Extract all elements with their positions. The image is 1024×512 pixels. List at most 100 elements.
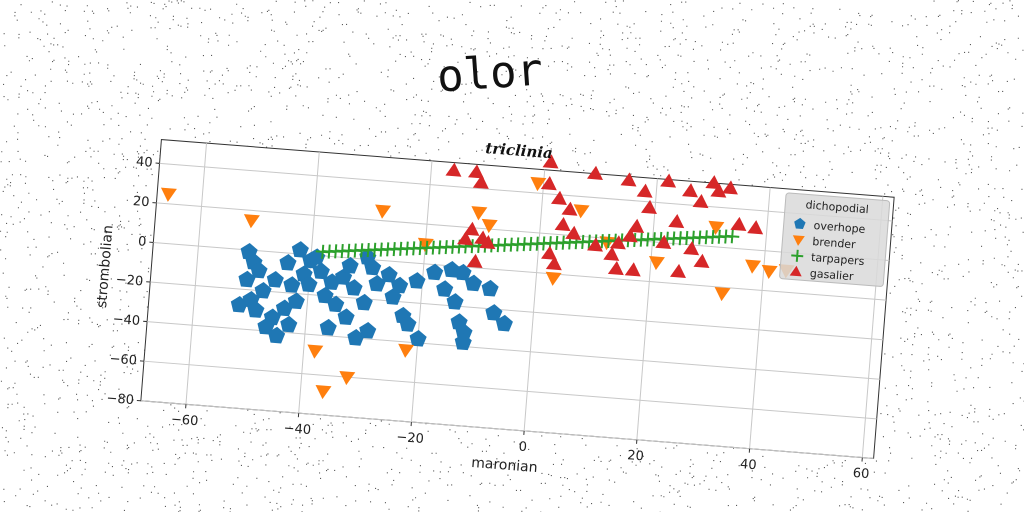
x-tick-label: 40 — [739, 457, 757, 473]
data-point — [721, 180, 738, 195]
data-point — [587, 165, 603, 180]
data-point — [291, 241, 309, 258]
data-point — [710, 183, 727, 198]
data-point — [337, 308, 355, 326]
data-point — [714, 286, 731, 302]
data-point — [268, 326, 286, 344]
y-tick-label: 0 — [137, 234, 146, 250]
data-point — [670, 263, 686, 279]
data-point — [327, 295, 345, 313]
legend: dichopodial overhopebrendertarpapersgasal… — [779, 192, 891, 287]
data-point — [603, 246, 620, 261]
legend-label-overhope: overhope — [813, 219, 866, 236]
y-tick-label: 20 — [132, 194, 150, 210]
series-overhope — [230, 241, 513, 351]
data-point — [359, 322, 377, 339]
data-point — [160, 187, 177, 202]
data-point — [745, 259, 762, 274]
data-point — [609, 235, 626, 250]
data-point — [454, 333, 472, 351]
x-axis-label: maronian — [471, 455, 539, 476]
y-grid-line — [153, 241, 887, 301]
legend-label-tarpapers: tarpapers — [811, 251, 865, 268]
data-point — [280, 315, 298, 333]
data-point — [250, 261, 268, 279]
legend-label-brender: brender — [812, 235, 857, 251]
data-point — [660, 173, 677, 188]
y-tick-label: −40 — [112, 312, 141, 329]
data-point — [607, 260, 624, 276]
data-point — [319, 318, 337, 336]
y-axis-label: strombolian — [94, 224, 116, 308]
series-gasalier — [445, 154, 764, 279]
data-point — [341, 256, 359, 274]
y-tick-label: −80 — [106, 391, 135, 408]
data-point — [708, 220, 725, 235]
data-point — [243, 214, 260, 229]
data-point — [426, 263, 444, 281]
data-point — [384, 288, 402, 305]
data-point — [375, 204, 392, 219]
x-grid-line — [410, 160, 433, 423]
data-point — [417, 237, 434, 252]
y-grid-line — [150, 281, 883, 341]
data-point — [624, 262, 641, 277]
x-tick-label: −20 — [396, 430, 425, 447]
data-point — [682, 183, 698, 198]
data-point — [683, 241, 700, 256]
plot-group: −60 −40 −20 0 20 40 60 −80 −60 −40 −20 0 20 40 tricl… — [94, 139, 895, 482]
x-axis-ticks: −60 −40 −20 0 20 40 60 — [170, 404, 870, 482]
data-point — [481, 218, 498, 234]
data-point — [472, 174, 489, 189]
series-brender — [160, 176, 795, 400]
y-grid-line — [140, 400, 874, 459]
data-point — [254, 281, 272, 299]
data-layer — [160, 154, 795, 400]
data-point — [471, 206, 488, 221]
data-point — [693, 253, 710, 268]
y-axis-ticks: −80 −60 −40 −20 0 20 40 — [106, 154, 160, 408]
x-grid-line — [523, 169, 546, 431]
x-grid-line — [636, 178, 658, 440]
data-point — [399, 315, 417, 332]
data-point — [465, 274, 483, 292]
data-point — [457, 231, 474, 246]
data-point — [587, 237, 603, 252]
data-point — [380, 265, 398, 283]
x-grid-line — [185, 143, 208, 405]
data-point — [636, 183, 653, 198]
data-point — [230, 295, 248, 313]
legend-marker-tarpapers — [791, 249, 804, 262]
data-point — [347, 329, 365, 346]
data-point — [391, 276, 409, 294]
data-point — [620, 172, 637, 187]
data-point — [705, 175, 722, 190]
y-grid-line — [159, 162, 893, 222]
data-point — [445, 162, 462, 177]
data-point — [446, 293, 464, 310]
data-point — [266, 270, 284, 288]
data-point — [247, 301, 265, 318]
plot-title: triclinia — [485, 139, 554, 162]
data-point — [747, 220, 764, 235]
data-point — [436, 280, 454, 297]
legend-marker-overhope — [794, 217, 806, 230]
data-point — [345, 279, 363, 296]
data-point — [368, 274, 386, 292]
data-point — [257, 318, 275, 335]
y-tick-label: 40 — [135, 154, 153, 170]
data-point — [307, 344, 324, 359]
data-point — [275, 299, 293, 317]
data-point — [409, 329, 427, 347]
data-point — [730, 216, 747, 232]
data-point — [485, 304, 503, 321]
data-point — [238, 270, 256, 288]
legend-box — [779, 192, 891, 287]
legend-title: dichopodial — [805, 198, 869, 216]
data-point — [725, 229, 740, 244]
data-point — [283, 276, 301, 293]
data-point — [300, 275, 318, 293]
data-point — [550, 190, 567, 205]
